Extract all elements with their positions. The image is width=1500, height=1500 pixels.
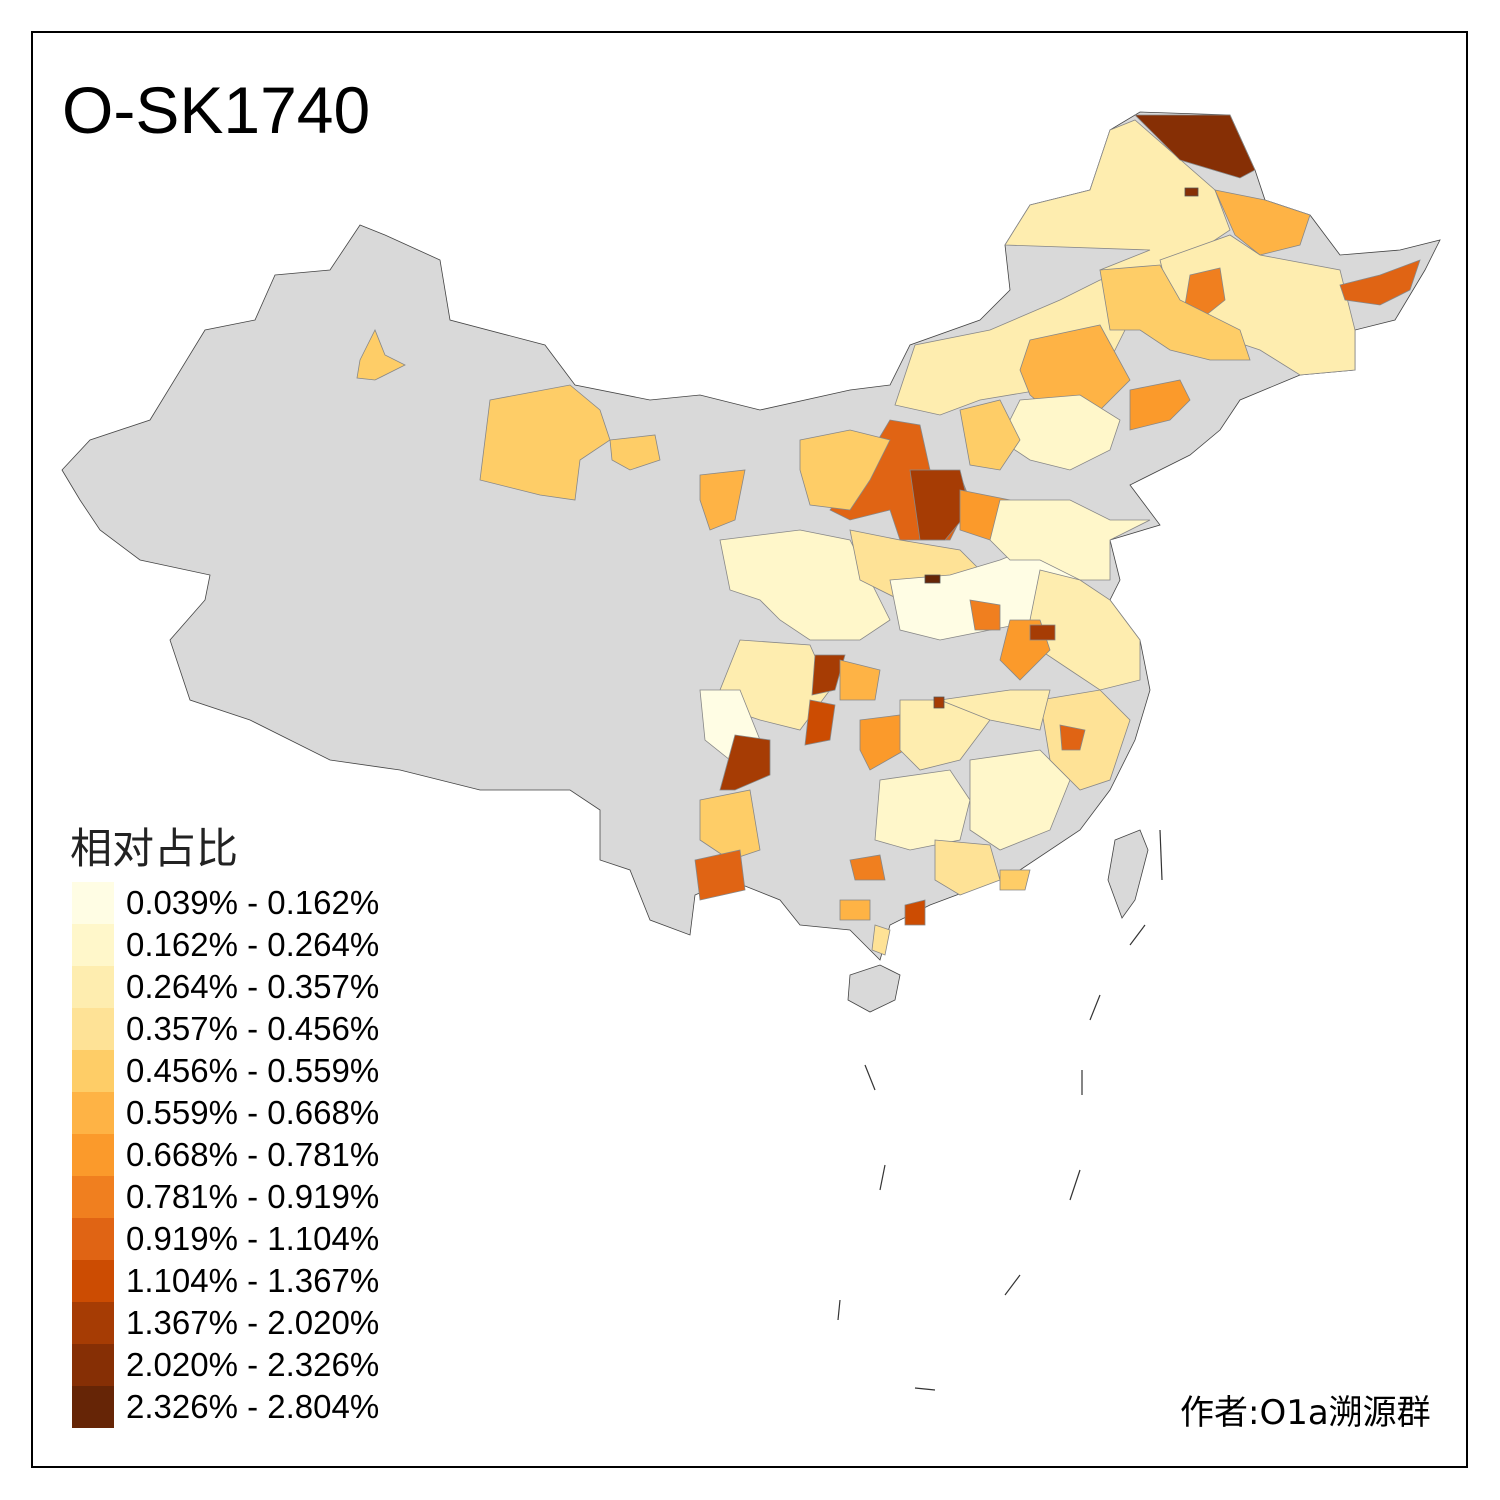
region xyxy=(959,399,1021,471)
legend-item: 0.456% - 0.559% xyxy=(72,1050,379,1092)
region xyxy=(1134,114,1256,179)
legend-item: 0.039% - 0.162% xyxy=(72,882,379,924)
legend-label: 0.781% - 0.919% xyxy=(126,1178,380,1215)
legend-swatch xyxy=(72,1302,114,1344)
legend-swatch xyxy=(72,1344,114,1386)
region xyxy=(909,469,971,541)
boundary-dash xyxy=(1089,994,1101,1021)
region xyxy=(1184,267,1226,321)
legend-label: 0.039% - 0.162% xyxy=(126,884,380,921)
legend-label: 0.456% - 0.559% xyxy=(126,1052,380,1089)
legend-swatch xyxy=(72,1218,114,1260)
region xyxy=(609,434,661,471)
hainan-island xyxy=(847,964,901,1013)
legend-title: 相对占比 xyxy=(70,824,239,873)
legend-item: 1.367% - 2.020% xyxy=(72,1302,379,1344)
legend-swatch xyxy=(72,966,114,1008)
region xyxy=(1339,259,1421,306)
region xyxy=(811,654,846,696)
legend-item: 0.264% - 0.357% xyxy=(72,966,379,1008)
region-spot xyxy=(924,574,941,584)
boundary-dash xyxy=(914,1387,936,1391)
boundary-dash xyxy=(1159,829,1163,881)
boundary-dash xyxy=(879,1164,886,1191)
legend-label: 1.104% - 1.367% xyxy=(126,1262,380,1299)
legend-swatch xyxy=(72,1386,114,1428)
region xyxy=(969,749,1071,851)
author-credit: 作者:O1a溯源群 xyxy=(1180,1393,1431,1433)
legend-label: 2.020% - 2.326% xyxy=(126,1346,380,1383)
legend-item: 2.020% - 2.326% xyxy=(72,1344,379,1386)
region xyxy=(719,734,771,791)
region xyxy=(699,789,761,861)
region xyxy=(894,119,1231,416)
legend-label: 0.264% - 0.357% xyxy=(126,968,380,1005)
boundary-dash xyxy=(837,1299,841,1321)
region xyxy=(694,849,746,901)
legend-swatch xyxy=(72,1176,114,1218)
region xyxy=(874,769,971,851)
boundary-dash xyxy=(1129,924,1146,946)
legend-swatch xyxy=(72,1260,114,1302)
taiwan-island xyxy=(1107,829,1149,919)
region xyxy=(356,329,406,381)
legend-swatch xyxy=(72,1092,114,1134)
legend-swatch xyxy=(72,1008,114,1050)
legend-item: 0.357% - 0.456% xyxy=(72,1008,379,1050)
region-spot xyxy=(933,696,945,709)
region xyxy=(934,839,1001,896)
region xyxy=(839,659,881,701)
region xyxy=(839,899,871,921)
legend: 0.039% - 0.162% 0.162% - 0.264% 0.264% - 0… xyxy=(72,882,379,1428)
region xyxy=(969,599,1001,631)
boundary-dash xyxy=(864,1064,876,1091)
region xyxy=(804,699,836,746)
legend-item: 1.104% - 1.367% xyxy=(72,1260,379,1302)
legend-swatch xyxy=(72,924,114,966)
boundary-dash xyxy=(1069,1169,1081,1201)
legend-item: 2.326% - 2.804% xyxy=(72,1386,379,1428)
region xyxy=(904,899,926,926)
figure-border xyxy=(31,31,1468,1468)
legend-item: 0.162% - 0.264% xyxy=(72,924,379,966)
legend-label: 0.357% - 0.456% xyxy=(126,1010,380,1047)
legend-item: 0.559% - 0.668% xyxy=(72,1092,379,1134)
region xyxy=(849,854,886,881)
boundary-dash xyxy=(1004,1274,1021,1296)
region xyxy=(859,714,906,771)
region xyxy=(1129,379,1191,431)
region xyxy=(1029,624,1056,641)
region xyxy=(799,429,891,511)
legend-label: 2.326% - 2.804% xyxy=(126,1388,380,1425)
region xyxy=(719,529,891,641)
legend-label: 0.162% - 0.264% xyxy=(126,926,380,963)
legend-label: 0.668% - 0.781% xyxy=(126,1136,380,1173)
region xyxy=(999,869,1031,891)
region xyxy=(1039,689,1131,791)
legend-swatch xyxy=(72,1134,114,1176)
region xyxy=(699,469,746,531)
legend-item: 0.781% - 0.919% xyxy=(72,1176,379,1218)
legend-swatch xyxy=(72,1050,114,1092)
region xyxy=(1099,264,1251,361)
region xyxy=(1214,189,1311,256)
region xyxy=(479,384,611,501)
map-title: O-SK1740 xyxy=(62,73,371,147)
legend-item: 0.668% - 0.781% xyxy=(72,1134,379,1176)
legend-item: 0.919% - 1.104% xyxy=(72,1218,379,1260)
legend-label: 1.367% - 2.020% xyxy=(126,1304,380,1341)
region xyxy=(938,689,1051,731)
legend-label: 0.559% - 0.668% xyxy=(126,1094,380,1131)
legend-label: 0.919% - 1.104% xyxy=(126,1220,380,1257)
legend-swatch xyxy=(72,882,114,924)
region xyxy=(1059,724,1086,751)
region-spot xyxy=(1184,187,1199,197)
region xyxy=(989,499,1151,581)
region xyxy=(871,924,891,956)
